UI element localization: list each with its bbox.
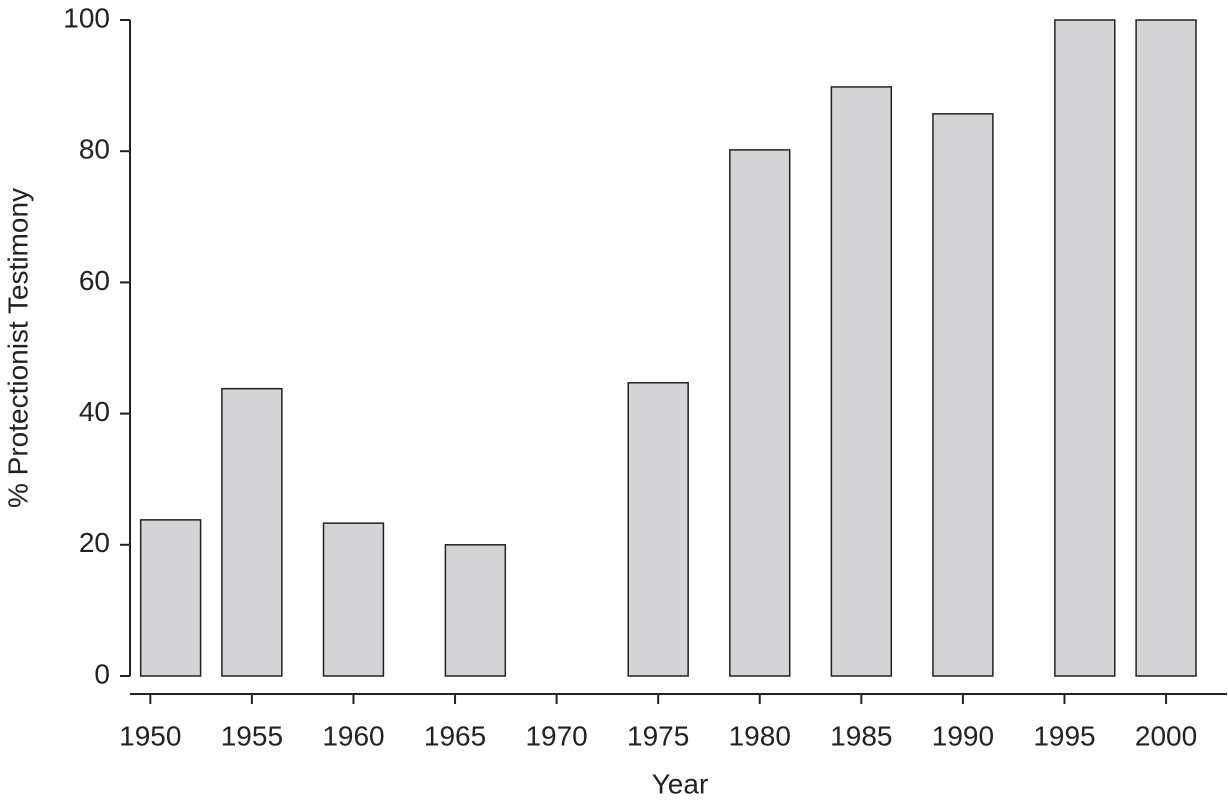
bar — [627, 382, 689, 677]
x-tick-label: 1955 — [221, 720, 283, 751]
bar — [1054, 19, 1116, 677]
y-tick-label: 20 — [79, 527, 110, 558]
bar — [830, 86, 893, 677]
y-tick-label: 40 — [79, 396, 110, 427]
x-tick-label: 1995 — [1033, 720, 1095, 751]
y-tick-label: 0 — [94, 658, 110, 689]
x-tick-label: 2000 — [1135, 720, 1197, 751]
y-tick-label: 100 — [63, 2, 110, 33]
bar — [444, 544, 507, 677]
x-axis-title: Year — [652, 768, 709, 799]
x-tick-label: 1965 — [424, 720, 486, 751]
x-tick-label: 1975 — [627, 720, 689, 751]
x-tick-label: 1985 — [830, 720, 892, 751]
bar — [729, 149, 791, 677]
bar — [932, 113, 994, 677]
bar — [139, 519, 202, 677]
y-axis-title: % Protectionist Testimony — [2, 188, 33, 508]
x-tick-label: 1990 — [932, 720, 994, 751]
bar — [1135, 19, 1197, 677]
bar — [322, 522, 385, 677]
x-tick-label: 1980 — [729, 720, 791, 751]
y-tick-label: 80 — [79, 134, 110, 165]
x-tick-label: 1970 — [525, 720, 587, 751]
x-tick-label: 1950 — [119, 720, 181, 751]
x-tick-label: 1960 — [322, 720, 384, 751]
y-tick-label: 60 — [79, 265, 110, 296]
bar — [221, 387, 283, 677]
